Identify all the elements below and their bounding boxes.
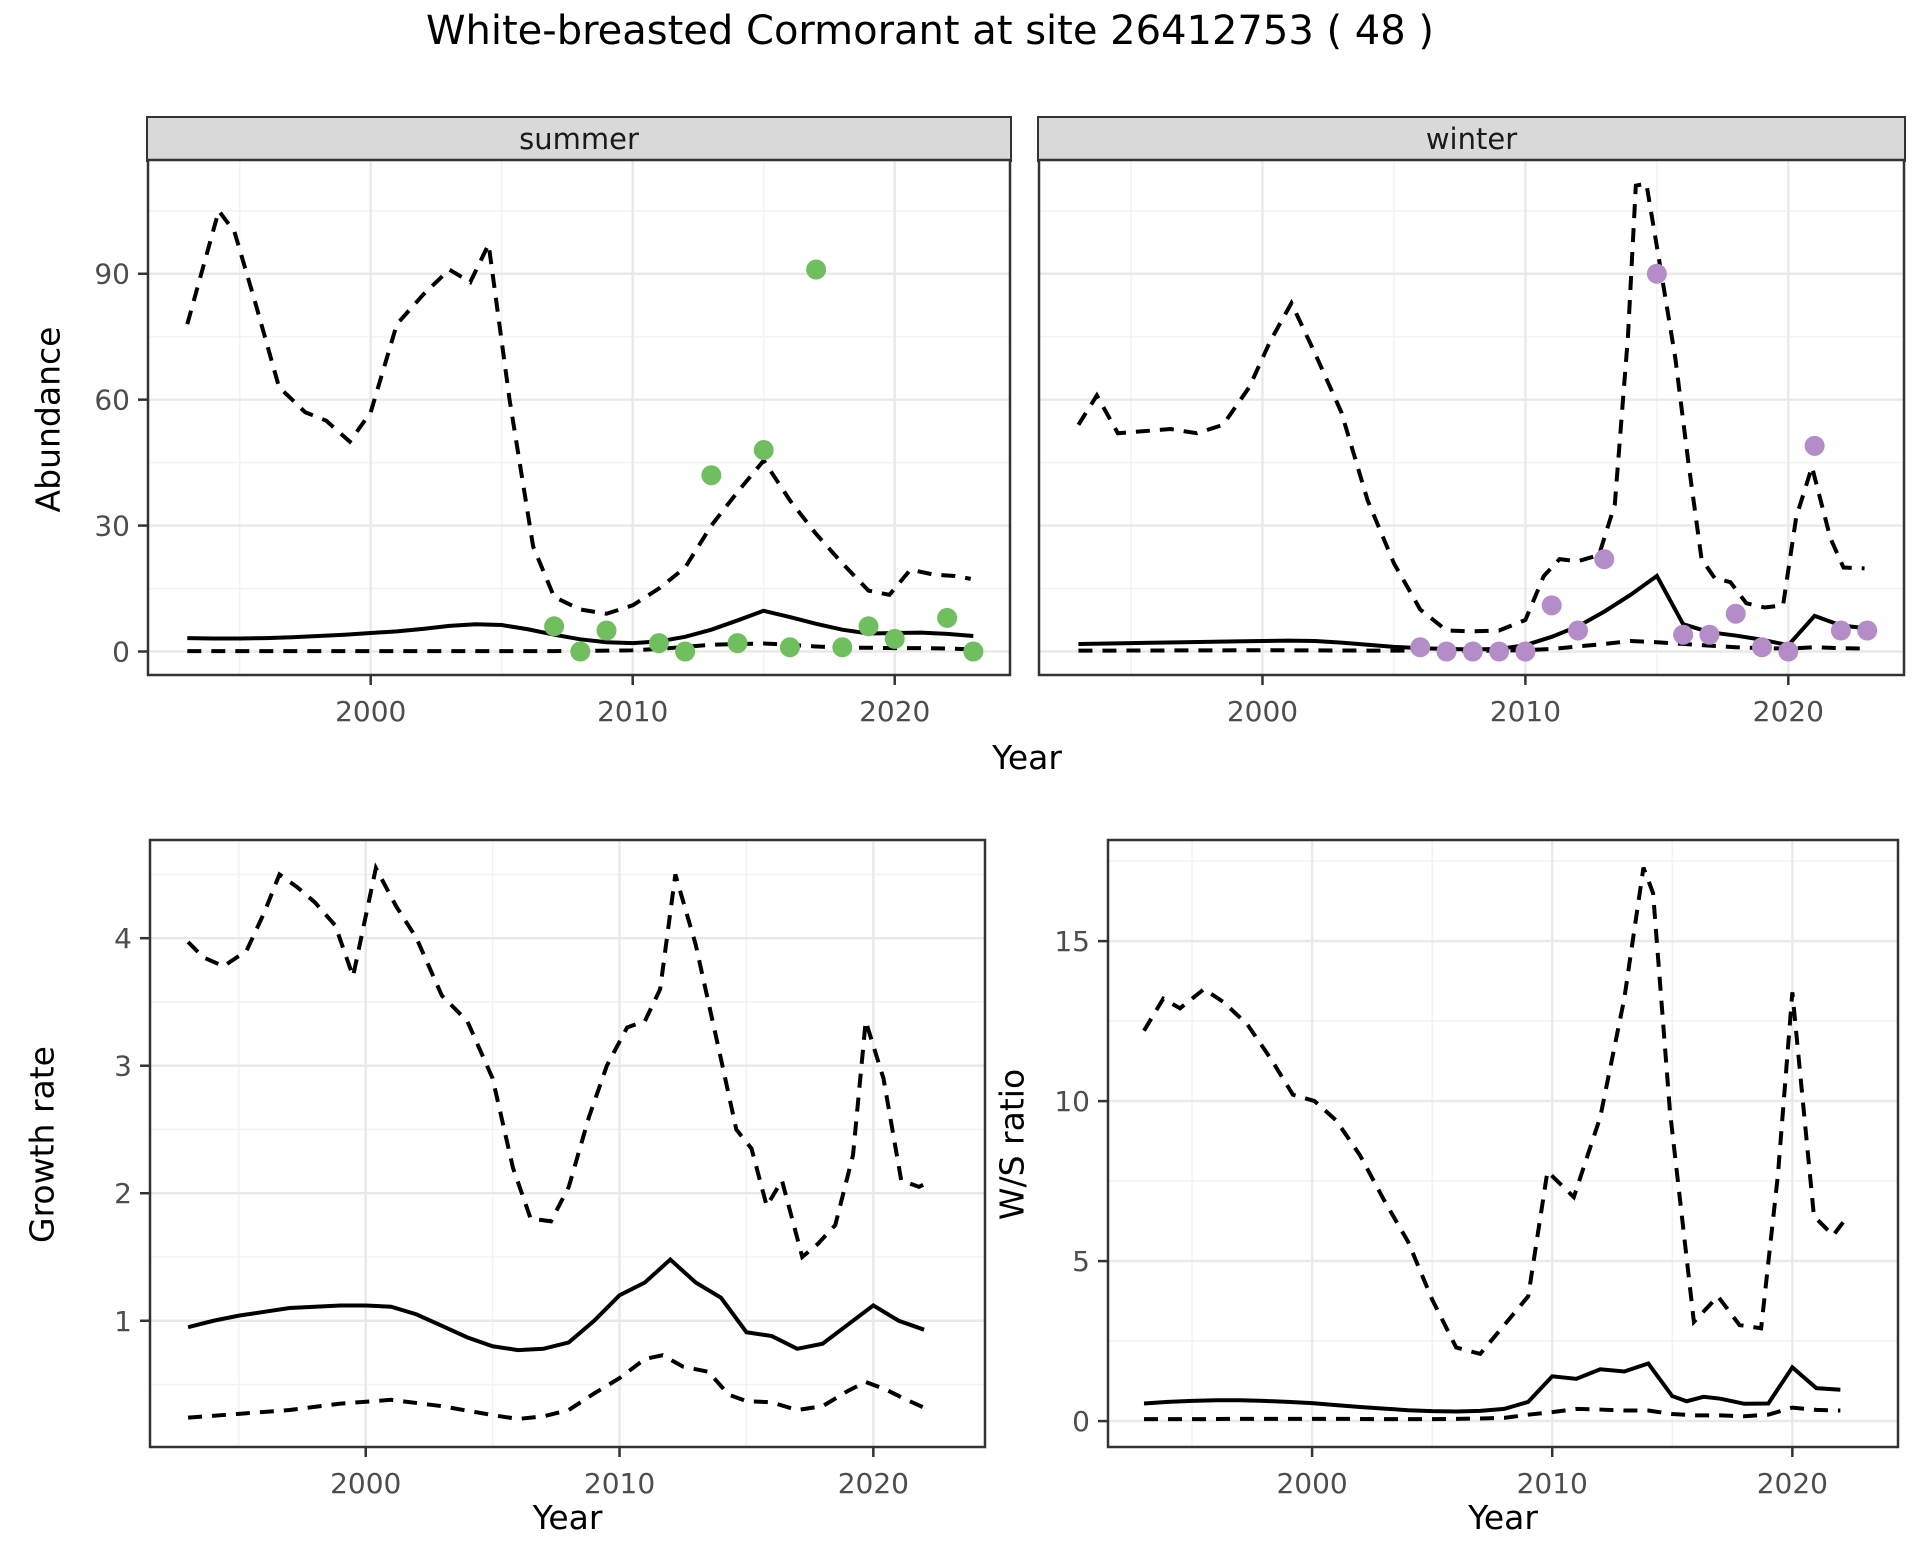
facet-strip-winter: winter: [1037, 116, 1906, 162]
observation-point: [1699, 624, 1720, 645]
median-line: [187, 1256, 925, 1353]
panel-border: [148, 838, 987, 1449]
y-tick-label: 3: [114, 1050, 132, 1083]
observation-point: [779, 637, 800, 658]
observation-point: [596, 620, 617, 641]
y-tick-label: 2: [114, 1177, 132, 1210]
observation-point: [1778, 641, 1799, 662]
upper-ci-line: [1076, 181, 1865, 634]
observation-point: [1673, 624, 1694, 645]
observation-point: [884, 628, 905, 649]
panel-border: [1037, 158, 1906, 677]
observation-point: [806, 259, 827, 280]
x-tick-label: 2010: [584, 1467, 655, 1500]
observation-point: [701, 465, 722, 486]
observation-point: [858, 616, 879, 637]
y-axis-title-growth-rate: Growth rate: [22, 1046, 62, 1243]
observation-point: [570, 641, 591, 662]
ws-panel: 2000 2010 2020 0 5 10 15: [1054, 838, 1900, 1500]
lower-ci-line: [1078, 638, 1868, 653]
observation-point: [1594, 549, 1615, 570]
panel-border: [146, 158, 1012, 677]
growth-panel: 2000 2010 2020 1 2 3 4: [114, 838, 987, 1500]
panel-background: [148, 160, 1010, 675]
observation-point: [648, 633, 669, 654]
x-tick-label: 2010: [597, 695, 668, 728]
x-tick-label: 2010: [1517, 1467, 1588, 1500]
observation-point: [963, 641, 984, 662]
observation-point: [1752, 637, 1773, 658]
observation-point: [1489, 641, 1510, 662]
y-tick-label: 1: [114, 1305, 132, 1338]
winter-panel: 2000 2010 2020: [1037, 158, 1906, 728]
y-axis-title-ws-ratio: W/S ratio: [992, 1068, 1032, 1221]
observation-point: [727, 633, 748, 654]
median-line: [187, 608, 974, 646]
lower-ci-line: [187, 641, 974, 654]
y-tick-label: 4: [114, 922, 132, 955]
x-tick-label: 2020: [838, 1467, 909, 1500]
observation-point: [1515, 641, 1536, 662]
observation-point: [1804, 435, 1825, 456]
facet-label-summer: summer: [519, 122, 639, 156]
observation-point: [1410, 637, 1431, 658]
upper-ci-line: [186, 862, 933, 1261]
observation-point: [937, 607, 958, 628]
facet-strip-summer: summer: [146, 116, 1012, 162]
observation-point: [1567, 620, 1588, 641]
y-axis-title-abundance: Abundance: [28, 326, 68, 513]
lower-ci-line: [1144, 1405, 1841, 1422]
y-tick-label: 0: [1072, 1405, 1090, 1438]
y-tick-label: 5: [1072, 1245, 1090, 1278]
summer-panel: 2000 2010 2020 0 30 60 90: [94, 158, 1012, 728]
x-axis-title-year-bottom-right: Year: [1468, 1498, 1538, 1537]
observation-point: [1541, 595, 1562, 616]
x-tick-label: 2000: [330, 1467, 401, 1500]
facet-label-winter: winter: [1425, 122, 1518, 156]
y-tick-label: 30: [94, 510, 130, 543]
observation-point: [544, 616, 565, 637]
observation-point: [1436, 641, 1457, 662]
y-tick-label: 15: [1054, 925, 1090, 958]
y-tick-label: 60: [94, 384, 130, 417]
x-tick-label: 2000: [1276, 1467, 1347, 1500]
observation-point: [1857, 620, 1878, 641]
x-axis-title-year-top: Year: [992, 738, 1062, 777]
observation-point: [1646, 263, 1667, 284]
x-tick-label: 2020: [1757, 1467, 1828, 1500]
panel-border: [1106, 838, 1900, 1449]
x-tick-label: 2000: [335, 695, 406, 728]
observation-point: [675, 641, 696, 662]
x-tick-label: 2020: [1753, 695, 1824, 728]
median-line: [1143, 1361, 1841, 1414]
panel-background: [150, 840, 985, 1447]
x-tick-label: 2000: [1227, 695, 1298, 728]
page-title: White-breasted Cormorant at site 2641275…: [425, 8, 1435, 54]
lower-ci-line: [187, 1353, 930, 1421]
x-tick-label: 2020: [859, 695, 930, 728]
x-tick-label: 2010: [1490, 695, 1561, 728]
observation-point: [1830, 620, 1851, 641]
y-tick-label: 90: [94, 258, 130, 291]
observation-point: [1462, 641, 1483, 662]
y-tick-label: 10: [1054, 1085, 1090, 1118]
observation-point: [753, 440, 774, 461]
observation-point: [832, 637, 853, 658]
upper-ci-line: [185, 206, 972, 616]
observation-point: [1725, 603, 1746, 624]
y-tick-label: 0: [112, 635, 130, 668]
x-axis-title-year-bottom-left: Year: [532, 1498, 603, 1537]
panel-background: [1039, 160, 1904, 675]
